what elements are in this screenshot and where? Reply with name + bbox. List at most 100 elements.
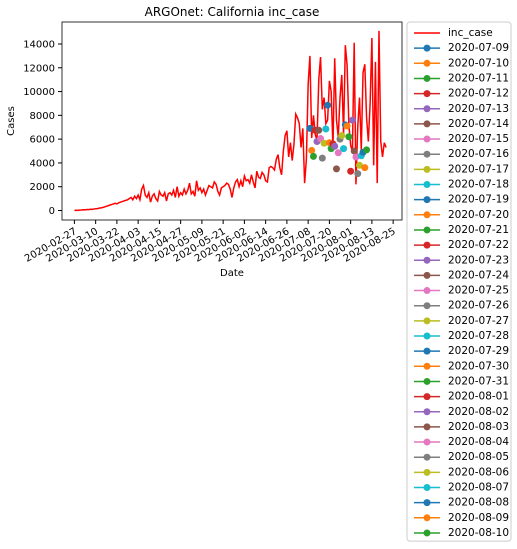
series-marker [347, 167, 355, 175]
series-marker [318, 154, 326, 162]
series-marker [306, 124, 314, 132]
series-marker [340, 145, 348, 153]
legend-marker [423, 74, 431, 82]
legend-marker [423, 408, 431, 416]
legend-label: 2020-07-24 [448, 269, 509, 281]
series-marker [309, 152, 317, 160]
legend-marker [423, 453, 431, 461]
y-axis-label: Cases [6, 106, 17, 136]
legend-marker [423, 423, 431, 431]
legend-label: 2020-07-26 [448, 300, 509, 312]
legend-label: 2020-08-06 [448, 466, 509, 478]
series-marker [350, 147, 358, 155]
legend-label: 2020-07-14 [448, 118, 509, 130]
legend-label: 2020-07-18 [448, 179, 509, 191]
legend-marker [423, 302, 431, 310]
legend-marker [423, 181, 431, 188]
series-marker [361, 164, 369, 172]
legend-marker [423, 377, 431, 385]
legend-label: 2020-08-01 [448, 391, 509, 403]
series-marker [320, 139, 328, 147]
legend-label: 2020-07-21 [448, 224, 509, 236]
legend-marker [423, 105, 431, 113]
legend-marker [423, 484, 431, 491]
legend-marker [423, 514, 431, 522]
legend-marker [423, 44, 431, 52]
legend-label: 2020-07-17 [448, 163, 509, 175]
plot-frame [61, 21, 403, 221]
legend-label: inc_case [448, 27, 493, 39]
legend-marker [423, 529, 431, 537]
legend-marker [423, 150, 431, 158]
series-marker [334, 149, 342, 157]
legend-label: 2020-08-09 [448, 512, 509, 524]
legend-label: 2020-07-20 [448, 209, 509, 221]
y-tick-label: 8000 [30, 111, 55, 122]
legend-label: 2020-07-23 [448, 254, 509, 266]
legend-marker [423, 59, 431, 67]
legend-label: 2020-07-31 [448, 375, 509, 387]
series-marker [315, 126, 323, 134]
legend-marker [423, 393, 431, 401]
x-axis-label: Date [220, 268, 244, 279]
legend-label: 2020-07-15 [448, 133, 509, 145]
legend-marker [423, 317, 431, 325]
legend-marker [423, 287, 431, 295]
series-marker [331, 142, 339, 150]
legend-label: 2020-08-02 [448, 406, 509, 418]
legend-marker [423, 165, 431, 173]
legend-label: 2020-07-10 [448, 57, 509, 69]
legend-marker [423, 468, 431, 476]
legend-box [406, 21, 512, 542]
legend-label: 2020-07-25 [448, 285, 509, 297]
legend-marker [423, 120, 431, 128]
legend-marker [423, 332, 431, 340]
series-line [74, 30, 387, 212]
legend-label: 2020-07-30 [448, 360, 509, 372]
legend-label: 2020-07-16 [448, 148, 509, 160]
series-marker [343, 122, 351, 130]
legend-marker [423, 90, 431, 98]
legend-label: 2020-07-09 [448, 42, 509, 54]
legend-label: 2020-07-29 [448, 345, 509, 357]
series-marker [338, 132, 346, 140]
legend-marker [423, 362, 431, 370]
legend-marker [423, 211, 431, 219]
legend-label: 2020-08-03 [448, 421, 509, 433]
legend-marker [423, 271, 431, 279]
y-tick-label: 12000 [23, 63, 55, 74]
legend-marker [423, 135, 431, 143]
legend-label: 2020-07-22 [448, 239, 509, 251]
series-marker [356, 161, 363, 169]
chart-title: ARGOnet: California inc_case [145, 5, 320, 19]
series-marker [332, 165, 340, 173]
legend-marker [423, 438, 431, 446]
legend-label: 2020-07-27 [448, 315, 509, 327]
series-marker [324, 101, 332, 109]
y-tick-label: 4000 [30, 158, 55, 169]
series-marker [308, 146, 316, 154]
y-tick-label: 14000 [23, 40, 55, 51]
legend-marker [423, 196, 431, 204]
y-tick-label: 6000 [30, 135, 55, 146]
series-marker [354, 170, 362, 178]
series-marker [348, 116, 356, 124]
legend-label: 2020-07-11 [448, 72, 509, 84]
legend-marker [423, 256, 431, 264]
legend-label: 2020-07-28 [448, 330, 509, 342]
legend-marker [423, 226, 431, 234]
legend-label: 2020-07-19 [448, 194, 509, 206]
legend-label: 2020-07-12 [448, 88, 509, 100]
series-marker [345, 133, 353, 141]
y-tick-label: 0 [49, 206, 55, 217]
series-marker [322, 125, 330, 133]
y-tick-label: 10000 [23, 87, 55, 98]
series-marker [317, 135, 325, 143]
legend-label: 2020-07-13 [448, 103, 509, 115]
legend-label: 2020-08-07 [448, 482, 509, 494]
legend-label: 2020-08-05 [448, 451, 509, 463]
legend-marker [423, 347, 431, 355]
legend-label: 2020-08-08 [448, 497, 509, 509]
legend-marker [423, 499, 431, 507]
